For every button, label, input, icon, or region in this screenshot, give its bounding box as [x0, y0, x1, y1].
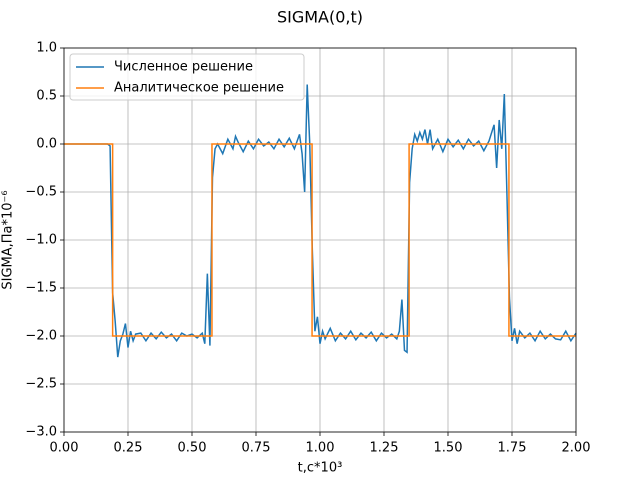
data-line — [64, 143, 576, 337]
x-tick-label: 1.00 — [306, 441, 335, 456]
x-tick-label: 0.75 — [242, 441, 271, 456]
legend: Численное решение Аналитическое решение — [69, 53, 305, 101]
x-tick-label: 0.00 — [50, 441, 79, 456]
y-tick-label: −1.0 — [25, 233, 57, 248]
data-line — [64, 84, 577, 358]
x-axis-label: t,c*10³ — [298, 461, 343, 476]
x-tick-label: 2.00 — [562, 441, 591, 456]
y-tick-label: −2.5 — [25, 377, 57, 392]
chart-title: SIGMA(0,t) — [277, 8, 363, 27]
y-tick-label: 0.0 — [36, 137, 57, 152]
y-tick-label: −1.5 — [25, 281, 57, 296]
legend-box — [69, 53, 305, 101]
x-tick-label: 1.75 — [498, 441, 527, 456]
y-tick-label: −0.5 — [25, 185, 57, 200]
axes-frame — [63, 47, 577, 433]
y-tick-label: −2.0 — [25, 329, 57, 344]
y-tick-label: 0.5 — [36, 89, 57, 104]
y-tick-label: −3.0 — [25, 425, 57, 440]
x-tick-label: 0.25 — [114, 441, 143, 456]
x-tick-label: 1.25 — [370, 441, 399, 456]
x-tick-label: 1.50 — [434, 441, 463, 456]
legend-label: Аналитическое решение — [114, 81, 284, 96]
y-tick-label: 1.0 — [36, 41, 57, 56]
y-axis-label: SIGMA,Па*10⁻⁶ — [1, 190, 16, 289]
x-tick-label: 0.50 — [178, 441, 207, 456]
legend-label: Численное решение — [114, 60, 253, 75]
